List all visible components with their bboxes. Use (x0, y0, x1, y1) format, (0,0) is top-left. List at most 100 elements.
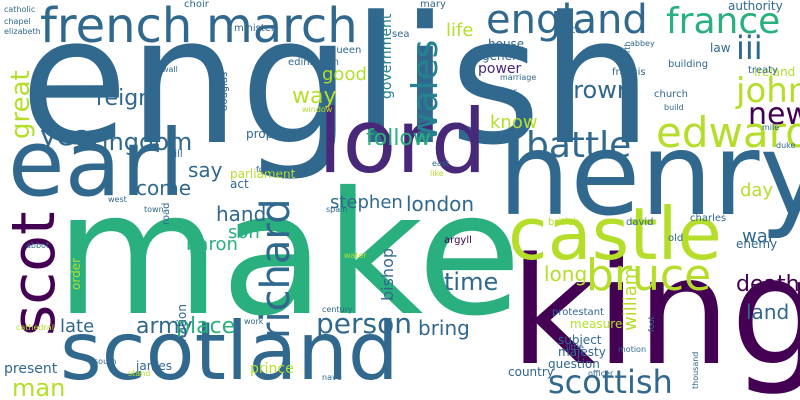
word-mile: mile (762, 123, 780, 132)
word-march: march (206, 0, 358, 54)
word-general: general (482, 49, 528, 63)
word-act: act (230, 177, 249, 191)
word-marriage: marriage (500, 73, 537, 82)
word-william: william (620, 267, 641, 331)
word-france: france (666, 1, 781, 42)
word-order: order (69, 258, 83, 290)
word-man: man (12, 374, 66, 400)
word-road: road (161, 202, 172, 226)
word-hill: hill (168, 149, 183, 160)
word-nation: nation (175, 304, 189, 342)
word-motion: motion (618, 345, 647, 354)
word-argyll: argyll (444, 235, 472, 246)
word-propose: propose (246, 127, 295, 141)
word-parliament: parliament (230, 167, 296, 181)
word-century: century (322, 305, 353, 314)
word-iii: iii (736, 29, 763, 67)
word-power: power (478, 61, 522, 77)
word-scotland: scotland (60, 305, 399, 398)
word-officer: officer (588, 369, 614, 378)
word-authority: authority (728, 0, 783, 13)
word-bishop: bishop (378, 247, 397, 301)
word-protestant: protestant (552, 307, 604, 318)
word-town: town (144, 205, 164, 214)
word-country: country (508, 365, 554, 379)
word-hand: hand (216, 202, 267, 226)
word-henry: henry (498, 108, 800, 241)
word-law: law (710, 41, 731, 55)
word-sea: sea (392, 29, 410, 40)
word-window: window (302, 105, 333, 114)
word-french: french (40, 0, 193, 54)
word-present: present (4, 361, 58, 377)
word-death: death (736, 272, 800, 297)
word-majesty: majesty (558, 345, 606, 359)
word-catholic: catholic (4, 5, 36, 14)
word-abbey: abbey (630, 39, 655, 48)
word-mary: mary (420, 0, 446, 10)
word-treaty: treaty (748, 65, 778, 76)
word-elizabeth: elizabeth (4, 27, 41, 36)
word-thousand: thousand (691, 351, 700, 389)
word-state: state (556, 25, 582, 36)
word-footnote: footnote (256, 165, 290, 174)
word-choir: choir (184, 0, 209, 10)
word-land: land (746, 300, 790, 324)
word-ireland: ireland (754, 65, 796, 79)
word-james: james (136, 359, 173, 373)
word-old: old (668, 233, 684, 244)
word-bring: bring (418, 316, 470, 340)
word-measure: measure (570, 317, 623, 331)
word-foot: foot (647, 316, 656, 332)
word-water: water (344, 251, 367, 260)
word-time: time (444, 268, 499, 296)
word-david: david (626, 217, 654, 228)
word-aisle: aisle (425, 63, 434, 82)
word-say: say (188, 158, 223, 182)
word-duke: duke (776, 141, 796, 150)
word-english: english (20, 0, 653, 184)
word-build: build (664, 103, 684, 112)
word-east: east (432, 159, 450, 168)
word-little: little (566, 343, 584, 352)
word-charles: charles (690, 213, 727, 224)
word-son: son (228, 222, 260, 243)
word-late: late (60, 316, 95, 337)
word-know: know (490, 112, 538, 133)
word-douglas: douglas (219, 71, 230, 111)
word-lord: lord (318, 90, 487, 193)
word-make: make (55, 156, 522, 354)
word-house: house (488, 37, 525, 51)
word-way: way (292, 84, 337, 109)
word-building: building (668, 59, 709, 70)
word-prince: prince (250, 361, 294, 377)
word-stand: stand (128, 369, 151, 378)
word-come: come (136, 176, 192, 200)
word-earl: earl (8, 110, 185, 217)
word-stephen: stephen (330, 192, 403, 213)
word-wall: wall (162, 65, 178, 74)
word-place: place (176, 314, 236, 339)
word-bruce: bruce (586, 250, 712, 301)
word-subject: subject (558, 333, 602, 347)
word-castle: castle (508, 192, 722, 276)
word-year: year (40, 119, 103, 152)
word-south: south (94, 357, 117, 366)
word-reign: reign (96, 86, 153, 111)
word-west: west (108, 195, 127, 204)
word-battle: battle (526, 125, 632, 166)
word-good: good (322, 64, 367, 85)
word-new: new (748, 97, 800, 132)
word-king: king (510, 226, 800, 398)
word-crown: crown (560, 76, 633, 104)
word-war: war (742, 226, 776, 247)
word-question: question (548, 357, 600, 371)
word-abbot: abbot (26, 241, 50, 250)
word-baron: baron (186, 234, 238, 255)
word-chapel: chapel (4, 17, 31, 26)
word-like: like (430, 169, 444, 178)
word-edinburgh: edinburgh (288, 57, 339, 68)
word-england: england (486, 0, 648, 43)
word-spain: spain (326, 205, 348, 214)
